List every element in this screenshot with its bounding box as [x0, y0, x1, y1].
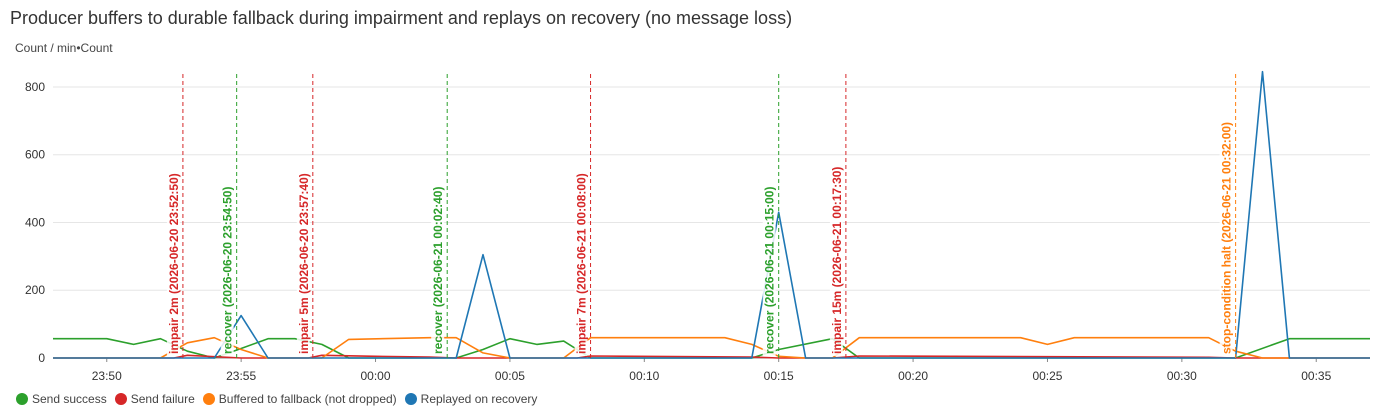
annotation-label: impair 5m (2026-06-20 23:57:40)	[297, 173, 311, 354]
annotation-label-bg	[574, 171, 588, 356]
legend-label: Buffered to fallback (not dropped)	[218, 392, 397, 406]
y-axis-units-label: Count / min•Count	[15, 41, 113, 55]
series-line	[53, 336, 1370, 359]
legend-label: Send success	[32, 392, 107, 406]
y-tick-label: 600	[25, 148, 45, 162]
series-line	[53, 70, 1370, 359]
legend-swatch	[202, 393, 215, 405]
y-tick-label: 400	[25, 215, 45, 229]
x-tick-label: 00:20	[898, 369, 928, 383]
annotation-label: impair 2m (2026-06-20 23:52:50)	[167, 173, 181, 354]
annotation-label: recover (2026-06-21 00:15:00)	[763, 187, 777, 354]
legend-swatch	[114, 393, 127, 405]
annotation-label: recover (2026-06-20 23:54:50)	[221, 187, 235, 354]
legend: Send success Send failure Buffered to fall…	[16, 392, 545, 406]
annotation-label-bg	[829, 164, 843, 356]
chart-title: Producer buffers to durable fallback dur…	[10, 8, 793, 28]
y-tick-label: 0	[38, 351, 45, 365]
annotation-label-bg	[166, 171, 180, 356]
annotation-label: recover (2026-06-21 00:02:40)	[431, 187, 445, 354]
x-tick-label: 00:05	[495, 369, 525, 383]
series-line	[53, 337, 1370, 359]
annotation-label: impair 7m (2026-06-21 00:08:00)	[575, 173, 589, 354]
y-tick-label: 200	[25, 283, 45, 297]
x-tick-label: 00:30	[1167, 369, 1197, 383]
x-tick-label: 00:00	[361, 369, 391, 383]
x-tick-label: 23:50	[92, 369, 122, 383]
legend-item[interactable]: Send failure	[114, 392, 195, 406]
legend-item[interactable]: Send success	[16, 392, 107, 406]
legend-label: Send failure	[130, 392, 195, 406]
annotation-label: stop-condition halt (2026-06-21 00:32:00…	[1220, 122, 1234, 354]
legend-item[interactable]: Buffered to fallback (not dropped)	[202, 392, 397, 406]
x-tick-label: 00:25	[1032, 369, 1062, 383]
x-tick-label: 23:55	[226, 369, 256, 383]
legend-swatch	[404, 393, 417, 405]
annotation-label-bg	[296, 171, 310, 356]
annotation-label-bg	[1219, 119, 1233, 357]
x-tick-label: 00:15	[764, 369, 794, 383]
annotation-label: impair 15m (2026-06-21 00:17:30)	[830, 167, 844, 354]
legend-label: Replayed on recovery	[420, 392, 538, 406]
y-tick-label: 800	[25, 80, 45, 94]
legend-swatch	[16, 393, 28, 405]
annotation-label-bg	[431, 184, 445, 356]
x-tick-label: 00:35	[1301, 369, 1331, 383]
legend-item[interactable]: Replayed on recovery	[404, 392, 538, 406]
annotation-label-bg	[762, 184, 776, 356]
annotation-label-bg	[220, 184, 234, 356]
x-tick-label: 00:10	[629, 369, 659, 383]
